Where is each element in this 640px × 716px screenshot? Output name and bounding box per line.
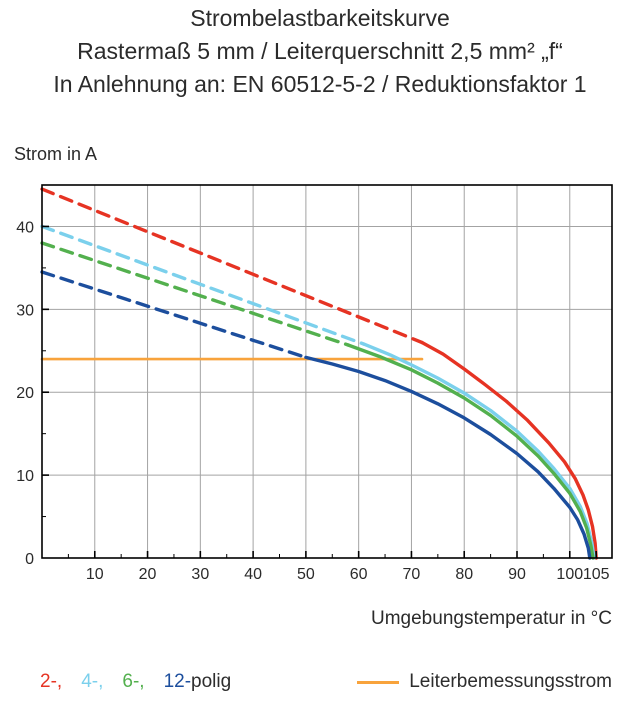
legend-rated: Leiterbemessungsstrom xyxy=(357,671,612,693)
legend-pole-label: 6-, xyxy=(122,671,145,692)
x-tick-label: 40 xyxy=(244,566,262,583)
y-axis-label: Strom in A xyxy=(14,144,98,164)
y-tick-label: 20 xyxy=(16,385,34,402)
series-6-polig-reduktion xyxy=(40,241,350,347)
x-tick-label: 90 xyxy=(508,566,526,583)
y-tick-label: 10 xyxy=(16,468,34,485)
rated-current-line-swatch xyxy=(357,680,400,684)
chart-title: Strombelastbarkeitskurve xyxy=(190,5,450,31)
legend-pole-label: 4-, xyxy=(81,671,104,692)
legend-poles: 2-, 4-, 6-, 12-polig xyxy=(40,671,231,693)
series-12-polig xyxy=(304,355,592,560)
series-curves xyxy=(40,187,598,560)
legend: 2-, 4-, 6-, 12-polig Leiterbemessungsstrom xyxy=(40,668,612,696)
axis-ticks xyxy=(42,225,597,558)
rated-current-label: Leiterbemessungsstrom xyxy=(409,671,612,692)
series-4-polig xyxy=(362,342,596,560)
series-6-polig xyxy=(346,343,595,560)
chart-title-block: Strombelastbarkeitskurve Rastermaß 5 mm … xyxy=(0,2,640,101)
plot-frame xyxy=(41,184,613,559)
x-axis-label: Umgebungstemperatur in °C xyxy=(371,608,612,629)
x-tick-label: 30 xyxy=(191,566,209,583)
series-2-polig xyxy=(420,340,598,560)
x-tick-label: 70 xyxy=(403,566,421,583)
x-tick-label: 10 xyxy=(86,566,104,583)
chart-subtitle2: In Anlehnung an: EN 60512-5-2 / Reduktio… xyxy=(53,71,587,97)
y-tick-label: 40 xyxy=(16,219,34,236)
chart-subtitle: Rastermaß 5 mm / Leiterquerschnitt 2,5 m… xyxy=(77,38,563,64)
x-tick-label: 105 xyxy=(583,566,610,583)
tick-labels: 10 20 30 40 50 60 70 80 90 100 105 0 10 20 30 40 xyxy=(16,219,609,583)
y-tick-label: 0 xyxy=(25,551,34,568)
series-2-polig-reduktion xyxy=(40,187,424,345)
x-tick-label: 60 xyxy=(350,566,368,583)
x-tick-label: 50 xyxy=(297,566,315,583)
legend-polig-suffix: polig xyxy=(191,671,232,692)
x-tick-label: 100 xyxy=(556,566,583,583)
y-tick-label: 30 xyxy=(16,302,34,319)
x-tick-label: 80 xyxy=(455,566,473,583)
legend-pole-label: 2-, xyxy=(40,671,63,692)
series-12-polig-reduktion xyxy=(40,270,308,360)
legend-pole-label: 12- xyxy=(163,671,192,692)
gridlines xyxy=(42,185,612,558)
x-tick-label: 20 xyxy=(139,566,157,583)
series-4-polig-reduktion xyxy=(40,224,366,346)
